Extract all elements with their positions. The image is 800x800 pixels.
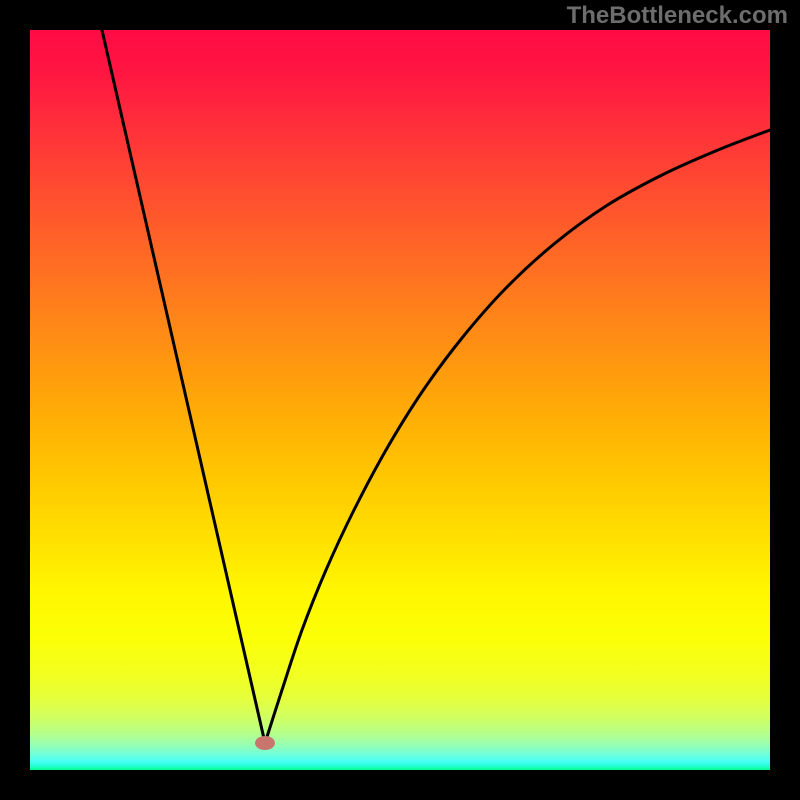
- plot-area: [30, 30, 770, 770]
- plot-svg: [30, 30, 770, 770]
- gradient-background: [30, 30, 770, 770]
- watermark-label: TheBottleneck.com: [567, 2, 788, 30]
- minimum-marker: [255, 736, 275, 750]
- chart-container: TheBottleneck.com: [0, 0, 800, 800]
